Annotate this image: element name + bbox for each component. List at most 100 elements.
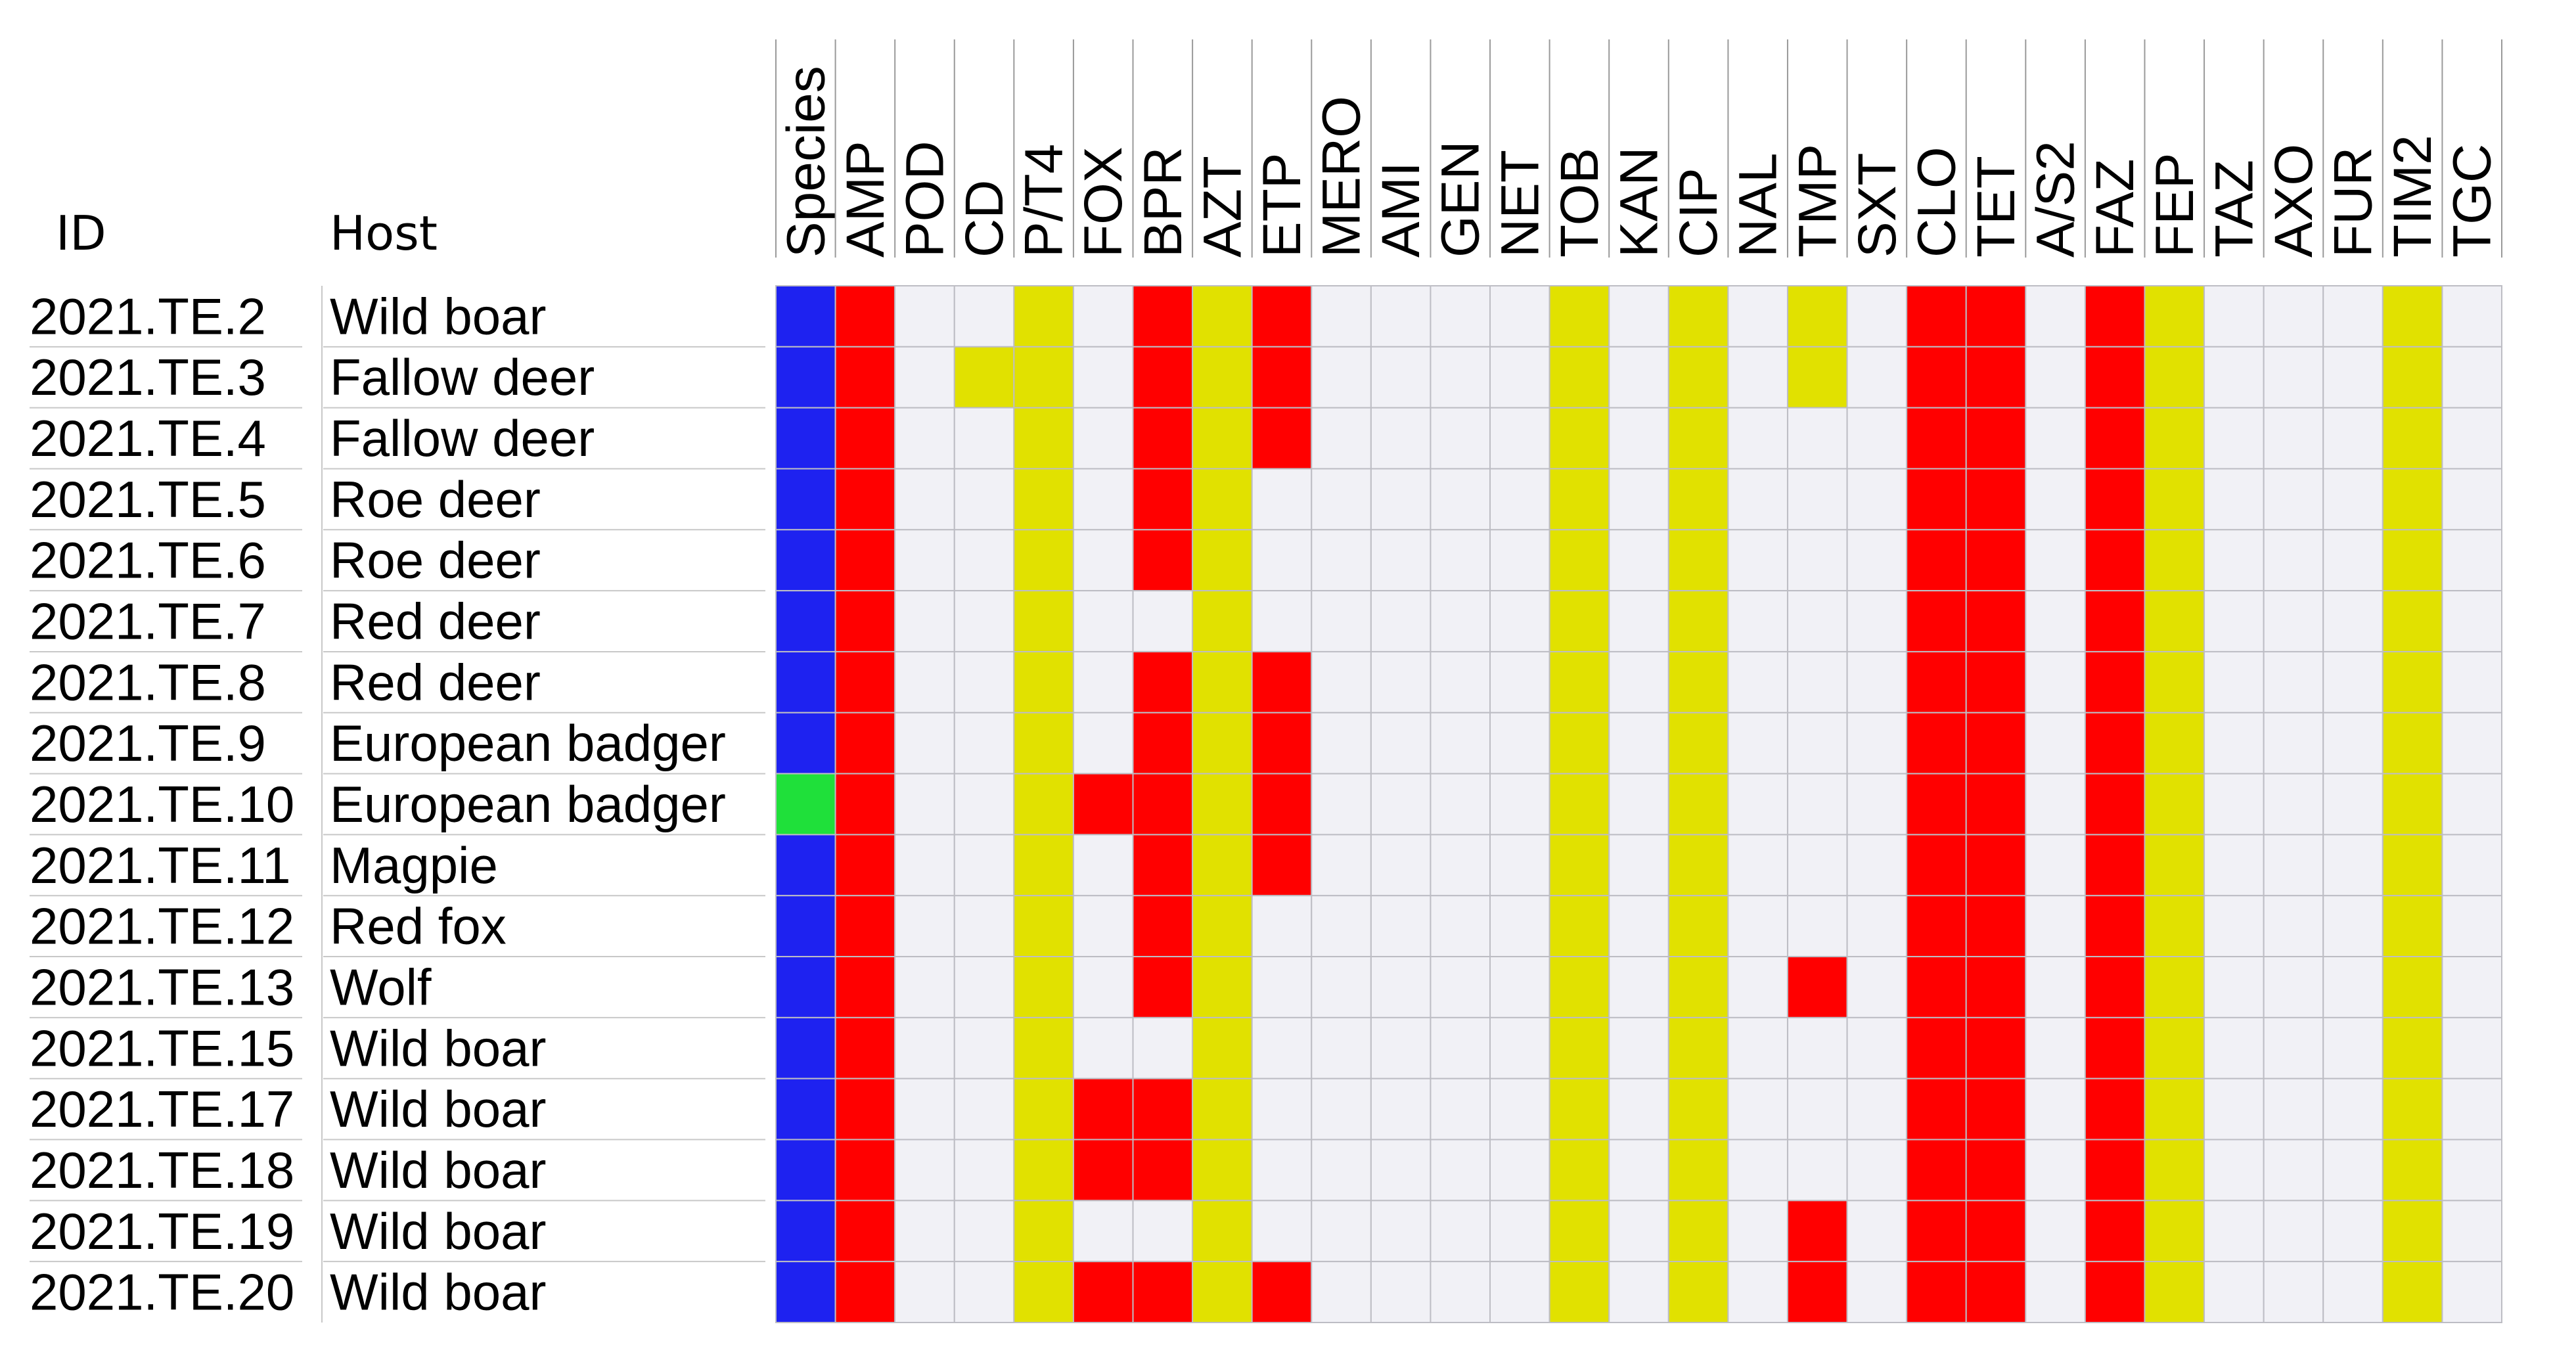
cell-2021-te-17-pod (894, 1077, 955, 1141)
cell-2021-te-6-tet (1965, 529, 2027, 592)
cell-2021-te-7-tgc (2441, 590, 2503, 652)
cell-2021-te-12-kan (1608, 895, 1669, 958)
cell-2021-te-5-axo (2263, 468, 2324, 531)
cell-2021-te-20-clo (1906, 1261, 1967, 1324)
cell-2021-te-8-tob (1548, 650, 1610, 713)
cell-2021-te-10-gen (1430, 773, 1491, 836)
cell-2021-te-2-fep (2144, 285, 2205, 348)
cell-2021-te-10-fox (1072, 773, 1134, 836)
column-label-axo: AXO (2264, 144, 2324, 258)
cell-2021-te-18-taz (2203, 1139, 2265, 1202)
cell-2021-te-15-kan (1608, 1016, 1669, 1079)
column-label-bpr: BPR (1133, 147, 1193, 258)
row-host-label: Red deer (330, 593, 541, 650)
cell-2021-te-11-clo (1906, 834, 1967, 897)
cell-2021-te-9-pod (894, 712, 955, 775)
cell-2021-te-11-azt (1192, 834, 1253, 897)
cell-2021-te-11-kan (1608, 834, 1669, 897)
cell-2021-te-4-azt (1192, 407, 1253, 470)
cell-2021-te-3-nal (1727, 346, 1788, 409)
cell-2021-te-7-tim2 (2382, 590, 2443, 652)
cell-2021-te-12-gen (1430, 895, 1491, 958)
cell-2021-te-17-nal (1727, 1077, 1788, 1141)
cell-2021-te-19-clo (1906, 1200, 1967, 1263)
cell-2021-te-9-species (775, 712, 836, 775)
cell-2021-te-5-tim2 (2382, 468, 2443, 531)
cell-2021-te-5-tet (1965, 468, 2027, 531)
cell-2021-te-8-pod (894, 650, 955, 713)
cell-2021-te-20-bpr (1132, 1261, 1194, 1324)
cell-2021-te-9-tmp (1786, 712, 1848, 775)
cell-2021-te-6-clo (1906, 529, 1967, 592)
column-label-etp: ETP (1252, 153, 1312, 258)
cell-2021-te-17-tmp (1786, 1077, 1848, 1141)
cell-2021-te-18-nal (1727, 1139, 1788, 1202)
cell-2021-te-4-pod (894, 407, 955, 470)
cell-2021-te-13-net (1489, 956, 1550, 1018)
row-id-label: 2021.TE.15 (30, 1019, 294, 1077)
cell-2021-te-15-pod (894, 1016, 955, 1079)
cell-2021-te-6-taz (2203, 529, 2265, 592)
cell-2021-te-20-sxt (1846, 1261, 1908, 1324)
cell-2021-te-20-cip (1667, 1261, 1729, 1324)
cell-2021-te-7-cd (953, 590, 1015, 652)
cell-2021-te-3-gen (1430, 346, 1491, 409)
cell-2021-te-15-a-s2 (2025, 1016, 2086, 1079)
column-label-species: Species (776, 66, 836, 258)
cell-2021-te-3-cip (1667, 346, 1729, 409)
cell-2021-te-20-net (1489, 1261, 1550, 1324)
column-label-pod: POD (895, 141, 955, 258)
cell-2021-te-7-fur (2322, 590, 2384, 652)
cell-2021-te-15-amp (834, 1016, 896, 1079)
cell-2021-te-11-bpr (1132, 834, 1194, 897)
row-id-label: 2021.TE.9 (30, 714, 266, 772)
cell-2021-te-3-sxt (1846, 346, 1908, 409)
cell-2021-te-19-cip (1667, 1200, 1729, 1263)
cell-2021-te-2-tmp (1786, 285, 1848, 348)
cell-2021-te-7-bpr (1132, 590, 1194, 652)
cell-2021-te-9-taz (2203, 712, 2265, 775)
cell-2021-te-7-amp (834, 590, 896, 652)
cell-2021-te-7-faz (2084, 590, 2146, 652)
cell-2021-te-11-pod (894, 834, 955, 897)
cell-2021-te-12-tmp (1786, 895, 1848, 958)
cell-2021-te-10-sxt (1846, 773, 1908, 836)
cell-2021-te-6-axo (2263, 529, 2324, 592)
cell-2021-te-9-axo (2263, 712, 2324, 775)
cell-2021-te-9-tim2 (2382, 712, 2443, 775)
cell-2021-te-12-p-t4 (1013, 895, 1074, 958)
cell-2021-te-2-axo (2263, 285, 2324, 348)
cell-2021-te-7-a-s2 (2025, 590, 2086, 652)
cell-2021-te-17-axo (2263, 1077, 2324, 1141)
cell-2021-te-3-clo (1906, 346, 1967, 409)
cell-2021-te-10-fep (2144, 773, 2205, 836)
row-id-label: 2021.TE.3 (30, 348, 266, 406)
cell-2021-te-2-tim2 (2382, 285, 2443, 348)
column-label-mero: MERO (1312, 96, 1372, 258)
cell-2021-te-2-etp (1251, 285, 1313, 348)
cell-2021-te-12-a-s2 (2025, 895, 2086, 958)
cell-2021-te-20-p-t4 (1013, 1261, 1074, 1324)
row-host-label: Wild boar (330, 1263, 546, 1321)
cell-2021-te-11-sxt (1846, 834, 1908, 897)
cell-2021-te-10-tet (1965, 773, 2027, 836)
cell-2021-te-5-net (1489, 468, 1550, 531)
cell-2021-te-3-tim2 (2382, 346, 2443, 409)
row-host-label: Red deer (330, 653, 541, 711)
cell-2021-te-3-species (775, 346, 836, 409)
cell-2021-te-20-ami (1370, 1261, 1432, 1324)
row-host-label: Fallow deer (330, 409, 595, 467)
cell-2021-te-5-nal (1727, 468, 1788, 531)
cell-2021-te-19-ami (1370, 1200, 1432, 1263)
cell-2021-te-8-ami (1370, 650, 1432, 713)
cell-2021-te-2-azt (1192, 285, 1253, 348)
cell-2021-te-19-sxt (1846, 1200, 1908, 1263)
cell-2021-te-4-etp (1251, 407, 1313, 470)
cell-2021-te-4-taz (2203, 407, 2265, 470)
cell-2021-te-20-tob (1548, 1261, 1610, 1324)
cell-2021-te-10-ami (1370, 773, 1432, 836)
cell-2021-te-2-ami (1370, 285, 1432, 348)
cell-2021-te-9-clo (1906, 712, 1967, 775)
cell-2021-te-8-fep (2144, 650, 2205, 713)
cell-2021-te-19-tet (1965, 1200, 2027, 1263)
